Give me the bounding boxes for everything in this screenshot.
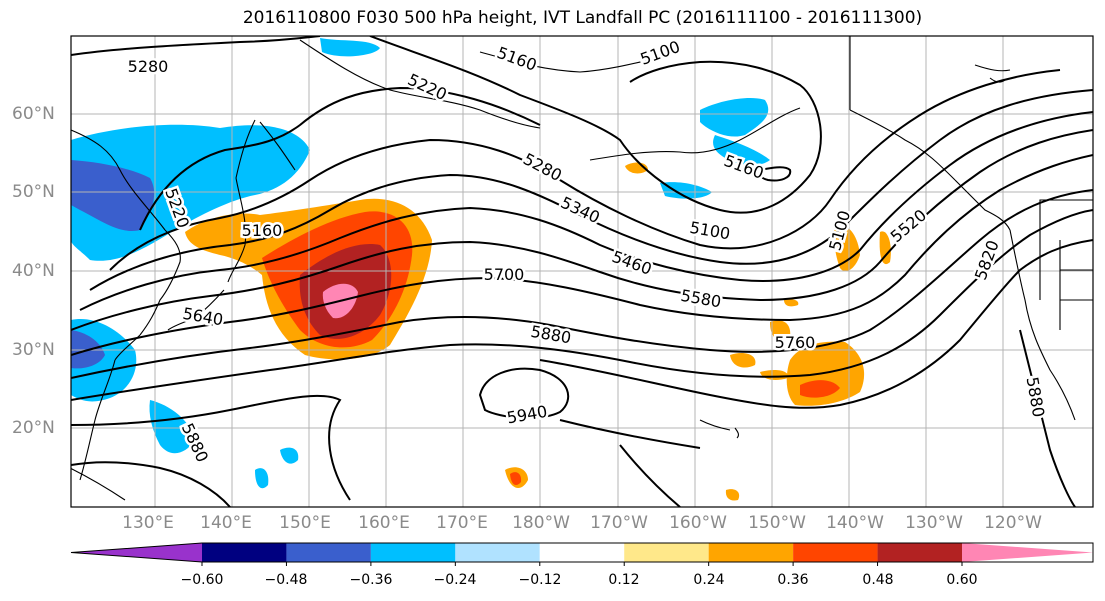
colorbar-tick-label: 0.48 <box>862 572 894 588</box>
longitude-label: 140°E <box>200 513 252 533</box>
latitude-label: 30°N <box>12 340 55 360</box>
colorbar-segment <box>202 543 287 562</box>
contour-label: 5100 <box>638 37 683 69</box>
colorbar <box>70 542 1094 566</box>
latitude-label: 60°N <box>12 104 55 124</box>
colorbar-tick-label: 0.60 <box>946 572 978 588</box>
contour-label: 5640 <box>181 304 224 330</box>
latitude-label: 20°N <box>12 418 55 438</box>
longitude-label: 170°E <box>436 513 488 533</box>
latitude-label: 40°N <box>12 261 55 281</box>
colorbar-segment <box>455 543 540 562</box>
colorbar-segment <box>539 543 625 562</box>
colorbar-segment <box>877 543 962 562</box>
longitude-label: 130°W <box>905 513 963 533</box>
contour-label: 5520 <box>887 205 930 246</box>
longitude-label: 160°E <box>358 513 410 533</box>
longitude-label: 170°W <box>590 513 648 533</box>
colorbar-tick-label: 0.12 <box>608 572 640 588</box>
contour-label: 5460 <box>610 247 655 279</box>
contour-label: 5160 <box>242 221 283 240</box>
colorbar-tick-label: −0.60 <box>180 572 224 588</box>
map-panel: 5280 5160 5100 5220 5280 5340 5460 5580 … <box>71 36 1093 507</box>
colorbar-tick-label: −0.12 <box>518 572 562 588</box>
contour-label: 5280 <box>128 57 169 76</box>
map-title: 2016110800 F030 500 hPa height, IVT Land… <box>242 8 923 28</box>
contour-label: 5340 <box>558 193 603 227</box>
longitude-label: 130°E <box>122 513 174 533</box>
colorbar-segment <box>71 543 202 562</box>
contour-label: 5880 <box>529 322 572 348</box>
colorbar-segment <box>793 543 878 562</box>
longitude-label: 140°W <box>826 513 884 533</box>
colorbar-tick-label: 0.36 <box>777 572 809 588</box>
longitude-label: 150°E <box>279 513 331 533</box>
colorbar-segment <box>624 543 709 562</box>
contour-label: 5280 <box>520 149 565 185</box>
colorbar-segment <box>962 543 1093 562</box>
contour-label: 5880 <box>1023 375 1049 418</box>
contour-label: 5220 <box>405 70 450 104</box>
colorbar-segment <box>286 543 371 562</box>
ivt-positive-shading <box>185 162 891 501</box>
colorbar-tick-label: 0.24 <box>693 572 725 588</box>
ivt-negative-shading <box>71 38 770 489</box>
height-contours <box>71 36 1093 507</box>
longitude-label: 180°W <box>512 513 570 533</box>
latitude-label: 50°N <box>12 182 55 202</box>
coastlines <box>71 36 1093 501</box>
colorbar-segment <box>370 543 456 562</box>
contour-label: 5760 <box>775 333 816 352</box>
longitude-label: 120°W <box>984 513 1042 533</box>
colorbar-tick-label: −0.48 <box>264 572 308 588</box>
colorbar-tick-label: −0.24 <box>433 572 477 588</box>
contour-label: 5580 <box>679 286 722 312</box>
contour-label: 5160 <box>495 43 540 75</box>
colorbar-segment <box>708 543 794 562</box>
map-frame <box>70 35 1094 508</box>
longitude-label: 150°W <box>748 513 806 533</box>
contour-label: 5940 <box>505 402 548 428</box>
longitude-label: 160°W <box>669 513 727 533</box>
gridlines <box>71 36 1093 507</box>
contour-label: 5700 <box>484 265 525 284</box>
colorbar-tick-label: −0.36 <box>349 572 393 588</box>
